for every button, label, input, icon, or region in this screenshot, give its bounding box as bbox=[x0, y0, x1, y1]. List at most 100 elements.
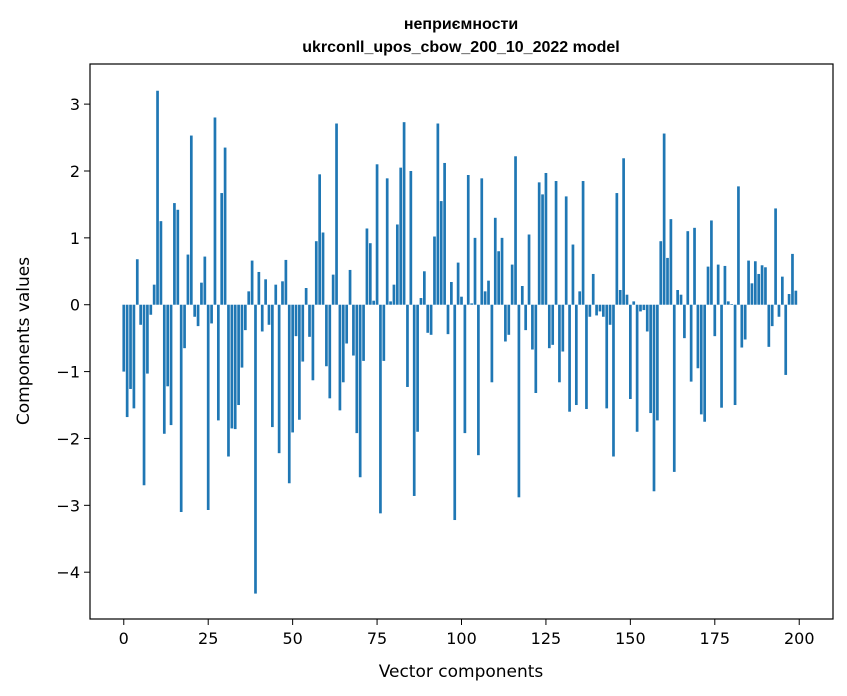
bar-148 bbox=[622, 158, 625, 305]
plot-frame bbox=[89, 63, 834, 620]
bar-147 bbox=[618, 290, 622, 305]
bar-24 bbox=[203, 256, 207, 305]
x-tick-label-4: 100 bbox=[446, 629, 477, 648]
bar-103 bbox=[470, 303, 473, 305]
bar-150 bbox=[629, 304, 632, 399]
bar-123 bbox=[537, 182, 541, 305]
bar-181 bbox=[733, 304, 737, 406]
bar-7 bbox=[146, 304, 149, 374]
bar-81 bbox=[395, 224, 399, 305]
bar-124 bbox=[541, 194, 544, 305]
bar-6 bbox=[142, 304, 146, 486]
bar-120 bbox=[527, 234, 531, 305]
bar-130 bbox=[561, 304, 565, 352]
bar-43 bbox=[267, 304, 271, 325]
bar-73 bbox=[368, 243, 372, 305]
y-tick-label-3: −1 bbox=[56, 363, 80, 382]
bar-119 bbox=[524, 304, 528, 331]
bar-83 bbox=[402, 122, 406, 305]
bar-68 bbox=[352, 304, 355, 356]
bar-85 bbox=[409, 170, 413, 305]
bar-89 bbox=[423, 271, 426, 305]
bar-135 bbox=[578, 291, 582, 305]
bar-126 bbox=[547, 304, 551, 349]
bar-21 bbox=[193, 304, 197, 317]
bar-54 bbox=[304, 288, 308, 305]
bar-31 bbox=[227, 304, 230, 457]
bar-25 bbox=[206, 304, 210, 510]
bar-97 bbox=[450, 281, 453, 305]
bar-45 bbox=[274, 284, 278, 305]
bar-189 bbox=[760, 265, 764, 305]
bar-19 bbox=[186, 254, 190, 305]
bar-93 bbox=[436, 123, 440, 305]
bar-118 bbox=[520, 286, 524, 305]
bar-188 bbox=[757, 273, 761, 305]
bar-80 bbox=[392, 284, 396, 305]
bar-92 bbox=[433, 236, 436, 305]
bar-178 bbox=[723, 265, 727, 305]
bar-180 bbox=[730, 304, 734, 305]
bar-102 bbox=[466, 175, 470, 305]
bar-186 bbox=[750, 283, 754, 305]
bar-177 bbox=[720, 304, 723, 408]
bar-37 bbox=[247, 291, 251, 305]
bar-163 bbox=[672, 304, 676, 472]
bar-154 bbox=[642, 304, 646, 311]
bar-17 bbox=[179, 304, 183, 513]
bar-174 bbox=[710, 220, 713, 305]
y-tick-label-6: 2 bbox=[70, 162, 80, 181]
bar-105 bbox=[477, 304, 480, 456]
bar-44 bbox=[271, 304, 274, 428]
y-tick-label-1: −3 bbox=[56, 496, 80, 515]
bar-187 bbox=[753, 261, 757, 305]
bar-165 bbox=[679, 294, 683, 305]
bar-134 bbox=[574, 304, 578, 406]
bar-166 bbox=[683, 304, 686, 339]
bar-63 bbox=[335, 123, 338, 305]
bar-55 bbox=[308, 304, 311, 337]
bar-69 bbox=[355, 304, 359, 434]
bar-161 bbox=[666, 257, 669, 305]
bar-144 bbox=[608, 304, 612, 325]
bar-104 bbox=[473, 237, 477, 305]
bar-155 bbox=[645, 304, 649, 332]
y-tick-label-0: −4 bbox=[56, 563, 80, 582]
bar-109 bbox=[490, 304, 494, 383]
bar-115 bbox=[510, 264, 514, 305]
x-tick-label-8: 200 bbox=[784, 629, 815, 648]
x-axis-ticks: 0 25 50 75 100 125 150 175 200 bbox=[119, 619, 815, 648]
bar-100 bbox=[460, 296, 463, 305]
x-tick-label-7: 175 bbox=[700, 629, 731, 648]
bar-79 bbox=[389, 301, 392, 305]
bar-10 bbox=[156, 90, 159, 305]
bar-95 bbox=[443, 162, 446, 305]
bar-191 bbox=[767, 304, 771, 347]
bar-101 bbox=[463, 304, 467, 434]
bar-29 bbox=[220, 193, 224, 305]
bar-127 bbox=[551, 304, 555, 345]
bar-146 bbox=[615, 193, 619, 305]
bar-117 bbox=[517, 304, 521, 498]
bar-0 bbox=[122, 304, 126, 372]
bar-183 bbox=[740, 304, 744, 348]
bar-138 bbox=[588, 304, 592, 317]
y-axis-ticks: −4 −3 −2 −1 0 1 2 3 bbox=[56, 95, 90, 582]
x-tick-label-6: 150 bbox=[615, 629, 646, 648]
bar-125 bbox=[544, 172, 548, 305]
bar-62 bbox=[331, 274, 335, 305]
bar-61 bbox=[328, 304, 332, 399]
bar-76 bbox=[379, 304, 382, 514]
bar-40 bbox=[257, 271, 261, 305]
bar-129 bbox=[558, 304, 561, 383]
bar-128 bbox=[554, 181, 558, 305]
bar-197 bbox=[787, 294, 791, 305]
bar-199 bbox=[794, 290, 798, 305]
bar-59 bbox=[321, 232, 325, 305]
bar-36 bbox=[244, 304, 247, 331]
bar-46 bbox=[277, 304, 281, 454]
bar-33 bbox=[233, 304, 237, 430]
bar-1 bbox=[125, 304, 129, 418]
bar-182 bbox=[737, 186, 740, 305]
